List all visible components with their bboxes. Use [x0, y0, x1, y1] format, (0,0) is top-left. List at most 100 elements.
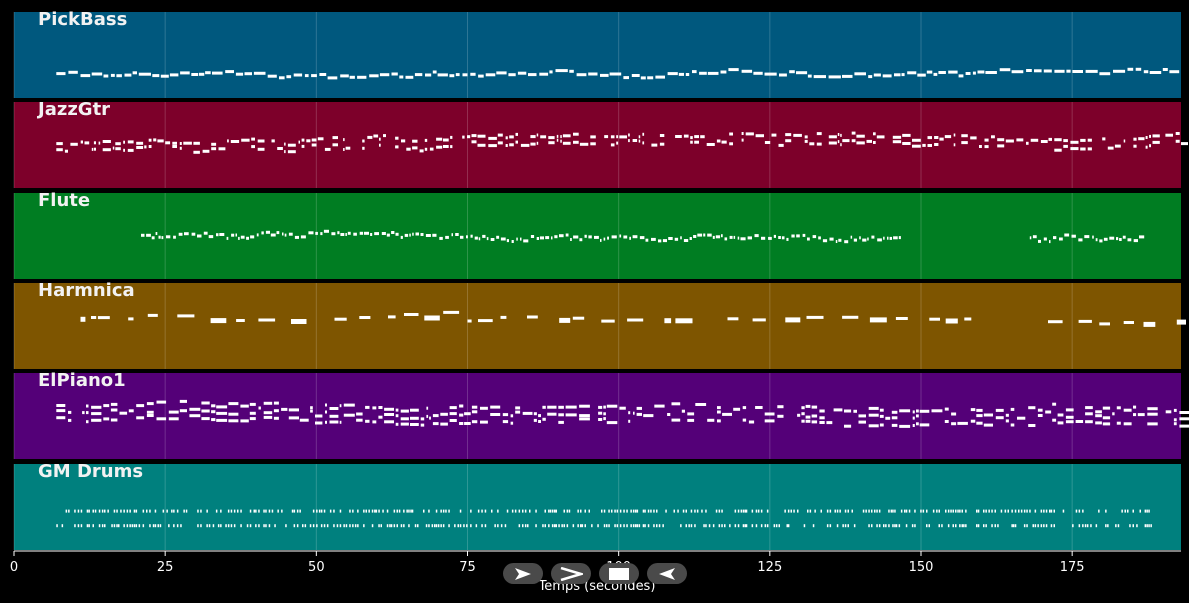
note: [675, 135, 682, 138]
note: [579, 238, 583, 242]
note: [349, 509, 351, 513]
note: [694, 135, 699, 139]
note: [432, 414, 439, 418]
note: [628, 133, 630, 137]
note: [952, 509, 954, 513]
note: [642, 132, 645, 136]
note: [638, 135, 641, 139]
note: [700, 135, 705, 139]
note: [751, 524, 754, 528]
note: [729, 524, 731, 528]
note: [1084, 524, 1087, 528]
back-icon: [659, 567, 675, 580]
note: [603, 509, 606, 513]
note: [425, 234, 431, 237]
note: [811, 414, 818, 418]
note: [1050, 524, 1053, 528]
note: [455, 233, 459, 236]
note: [712, 524, 715, 528]
note: [786, 237, 789, 241]
note: [964, 317, 972, 321]
note: [484, 509, 487, 513]
note: [403, 524, 405, 528]
note: [1112, 412, 1115, 416]
note: [558, 413, 564, 417]
note: [268, 509, 271, 513]
note: [511, 509, 514, 513]
note: [471, 420, 478, 424]
note: [597, 524, 599, 528]
note: [184, 232, 189, 236]
note: [1116, 421, 1121, 425]
note: [504, 524, 507, 528]
note: [434, 524, 436, 528]
track-name-label: GM Drums: [38, 461, 143, 482]
note: [436, 145, 443, 149]
back-button[interactable]: [647, 563, 687, 584]
note: [65, 509, 68, 513]
note: [632, 139, 638, 142]
note: [797, 509, 799, 513]
note: [623, 509, 625, 513]
note: [522, 509, 524, 513]
note: [325, 410, 327, 414]
note: [457, 524, 459, 528]
note: [1085, 420, 1093, 424]
note: [729, 142, 733, 146]
x-tick-label: 75: [459, 560, 476, 575]
note: [205, 71, 211, 75]
note: [1078, 509, 1081, 513]
note: [644, 524, 646, 528]
note: [853, 409, 857, 413]
note: [777, 405, 784, 409]
note: [883, 236, 885, 240]
note: [1028, 424, 1036, 427]
note: [1059, 237, 1063, 241]
note: [340, 233, 345, 236]
note: [887, 236, 889, 240]
note: [1005, 139, 1014, 143]
rewind-button[interactable]: [503, 563, 543, 584]
note: [158, 235, 161, 239]
note: [1065, 408, 1074, 412]
note: [281, 407, 288, 411]
note: [656, 509, 658, 513]
note: [312, 524, 315, 528]
note: [435, 509, 438, 513]
note: [345, 233, 347, 236]
note: [265, 509, 267, 513]
note: [233, 524, 236, 528]
note: [834, 509, 836, 513]
note: [838, 238, 842, 242]
note: [701, 509, 703, 513]
note: [1043, 509, 1045, 513]
note: [463, 524, 465, 528]
note: [102, 140, 111, 143]
note: [323, 524, 326, 528]
note: [573, 132, 579, 136]
note: [941, 524, 943, 528]
note: [1017, 416, 1026, 420]
note: [934, 143, 939, 146]
note: [1023, 509, 1026, 513]
note: [566, 524, 569, 528]
note: [1133, 137, 1137, 141]
stop-button[interactable]: [599, 563, 639, 584]
note: [533, 418, 537, 422]
note: [764, 141, 771, 144]
note: [97, 316, 110, 320]
note: [524, 509, 527, 513]
note: [858, 420, 866, 424]
note: [279, 76, 285, 80]
note: [837, 140, 840, 144]
fast-forward-button[interactable]: [551, 563, 591, 584]
note: [449, 74, 455, 78]
track-name-label: Flute: [38, 190, 90, 211]
note: [138, 524, 141, 528]
note: [953, 143, 956, 147]
note: [86, 509, 89, 513]
note: [246, 524, 249, 528]
note: [705, 509, 707, 513]
note: [396, 509, 398, 513]
